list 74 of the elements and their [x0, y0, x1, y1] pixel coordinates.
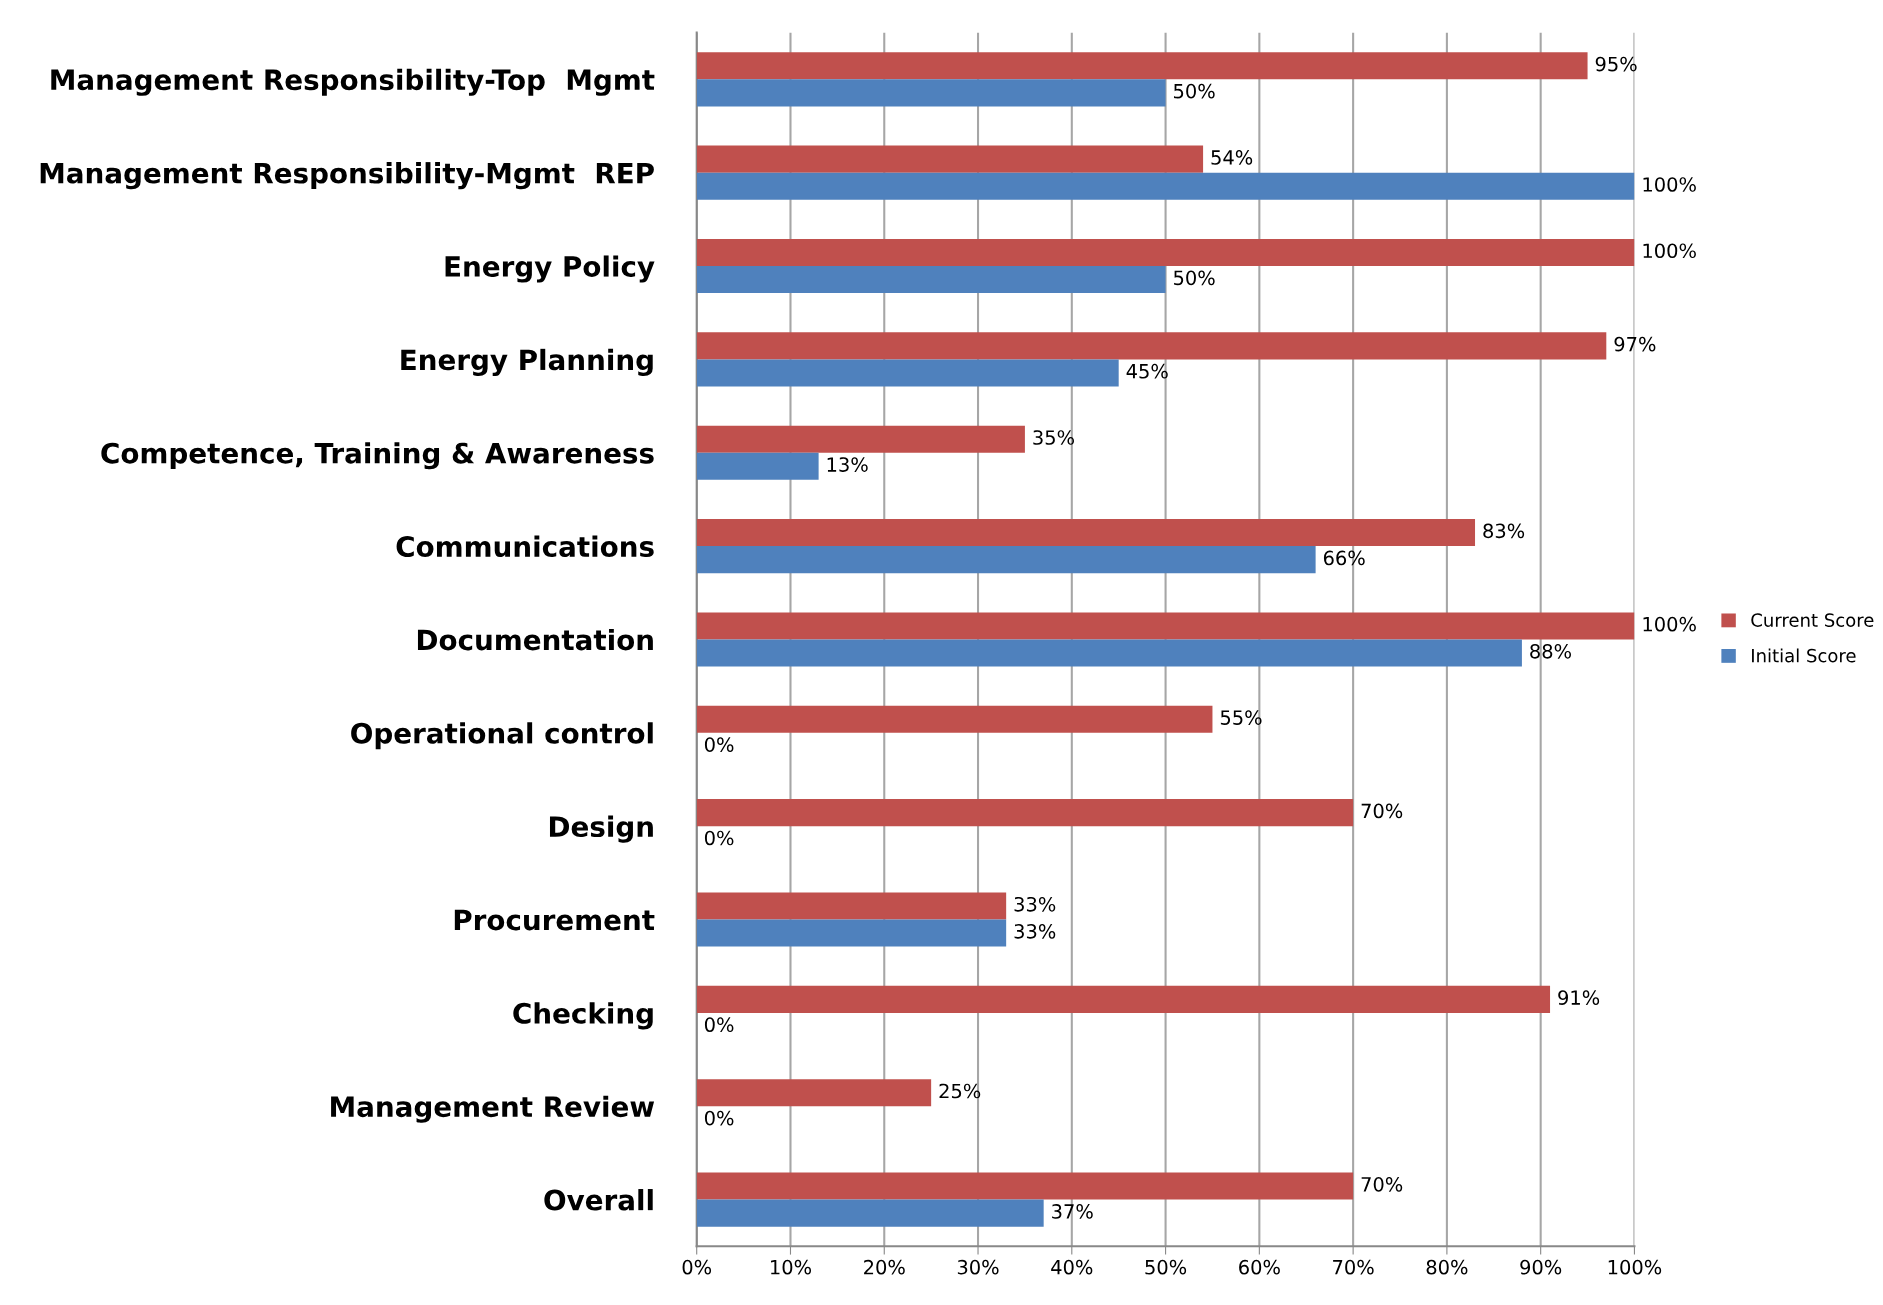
- y-tick-label: Checking: [513, 1002, 653, 1030]
- bar: [696, 332, 1607, 360]
- x-tick-label: 20%: [864, 1259, 905, 1275]
- data-label: 91%: [1558, 990, 1600, 1005]
- y-tick-label: Energy Planning: [401, 348, 653, 376]
- x-tick-label: 60%: [1239, 1259, 1280, 1275]
- x-tick-label: 70%: [1333, 1259, 1374, 1275]
- legend-label: Current Score: [1751, 613, 1874, 627]
- bar: [696, 1079, 932, 1107]
- bar: [696, 1199, 1044, 1227]
- data-label: 70%: [1361, 1176, 1403, 1192]
- data-label: 25%: [939, 1083, 981, 1099]
- bar: [696, 52, 1588, 80]
- y-tick-label: Energy Policy: [445, 255, 655, 283]
- data-label: 0%: [704, 737, 734, 752]
- y-tick-label: Design: [549, 815, 653, 843]
- y-tick-label: Communications: [396, 535, 654, 558]
- data-label: 54%: [1211, 150, 1253, 165]
- y-tick-label: Overall: [544, 1189, 653, 1211]
- x-tick-label: 30%: [957, 1259, 999, 1275]
- data-label: 70%: [1361, 803, 1403, 819]
- x-tick-label: 90%: [1520, 1259, 1562, 1275]
- x-tick-label: 40%: [1051, 1259, 1093, 1275]
- bar: [696, 425, 1025, 453]
- data-label: 55%: [1220, 710, 1262, 725]
- data-label: 13%: [827, 457, 868, 472]
- data-label: 88%: [1530, 643, 1572, 659]
- bar: [696, 919, 1007, 947]
- y-tick-label: Competence, Training & Awareness: [101, 442, 654, 470]
- bar: [696, 705, 1213, 733]
- bar: [696, 985, 1551, 1013]
- bar: [696, 612, 1635, 640]
- bar: [696, 79, 1166, 107]
- data-label: 83%: [1483, 523, 1525, 539]
- bar: [696, 452, 819, 480]
- data-label: 50%: [1174, 83, 1215, 99]
- bar: [696, 266, 1166, 294]
- y-tick-label: Management Responsibility-Top Mgmt: [51, 68, 655, 96]
- data-label: 45%: [1126, 363, 1168, 379]
- data-label: 0%: [704, 1110, 734, 1126]
- data-label: 0%: [704, 830, 734, 846]
- bar: [696, 172, 1635, 200]
- data-label: 95%: [1595, 56, 1637, 72]
- bar: [696, 519, 1476, 547]
- data-label: 97%: [1614, 336, 1656, 352]
- data-label: 100%: [1643, 616, 1696, 632]
- y-tick-label: Operational control: [351, 722, 653, 750]
- x-tick-label: 50%: [1145, 1259, 1187, 1275]
- data-label: 35%: [1033, 430, 1075, 445]
- y-tick-label: Management Review: [331, 1095, 655, 1123]
- bar: [696, 799, 1354, 827]
- data-label: 37%: [1052, 1204, 1093, 1219]
- x-tick-label: 80%: [1426, 1259, 1468, 1275]
- bar: [696, 639, 1522, 667]
- x-tick-label: 0%: [682, 1259, 712, 1275]
- bar: [696, 359, 1119, 387]
- bar: [696, 546, 1316, 574]
- data-label: 66%: [1323, 550, 1365, 566]
- bar: [696, 1172, 1354, 1200]
- bar: [696, 145, 1204, 173]
- x-tick-label: 100%: [1608, 1259, 1662, 1275]
- bar: [696, 892, 1007, 920]
- data-label: 33%: [1014, 896, 1056, 912]
- data-label: 100%: [1643, 243, 1696, 259]
- data-label: 33%: [1014, 923, 1056, 939]
- x-tick-label: 10%: [771, 1259, 812, 1275]
- y-tick-label: Documentation: [417, 628, 653, 651]
- y-tick-label: Procurement: [454, 909, 655, 931]
- legend-label: Initial Score: [1752, 648, 1856, 663]
- y-tick-label: Management Responsibility-Mgmt REP: [40, 162, 654, 190]
- data-label: 100%: [1643, 177, 1696, 192]
- data-label: 0%: [704, 1017, 734, 1033]
- data-label: 50%: [1174, 270, 1215, 286]
- bar: [696, 238, 1635, 267]
